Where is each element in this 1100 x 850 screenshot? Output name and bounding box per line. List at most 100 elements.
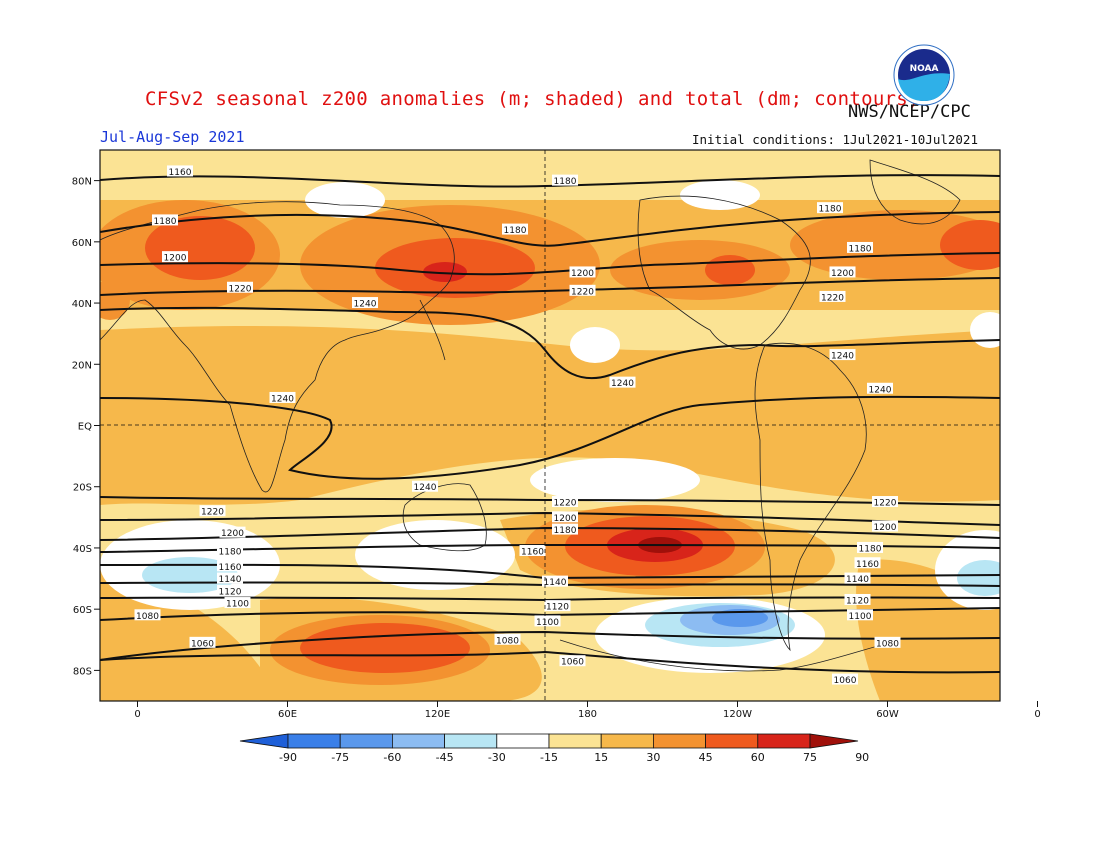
contour-label: 1180	[552, 174, 578, 187]
contour-label: 1180	[217, 545, 243, 558]
contour-label: 1180	[152, 214, 178, 227]
svg-text:1140: 1140	[846, 575, 869, 585]
svg-text:1180: 1180	[154, 217, 177, 227]
lon-tick-label: 180	[578, 709, 597, 720]
lat-tick-label: 60S	[73, 605, 92, 616]
svg-text:1180: 1180	[554, 526, 577, 536]
colorbar: -90 -75 -60 -45 -30 -15 15 30 45 60 75 90	[239, 733, 869, 764]
lat-tick-label: 40S	[73, 544, 92, 555]
colorbar-label: 75	[803, 751, 817, 764]
svg-text:1200: 1200	[554, 514, 577, 524]
contour-label: 1180	[817, 202, 843, 215]
colorbar-swatch	[600, 733, 654, 749]
latitude-axis: 80N 60N 40N 20N EQ 20S 40S 60S 80S	[72, 177, 100, 677]
contour-label: 1160	[217, 560, 243, 573]
svg-text:1220: 1220	[821, 293, 844, 303]
svg-text:1080: 1080	[496, 636, 519, 646]
svg-text:1220: 1220	[201, 508, 224, 518]
contour-label: 1240	[867, 382, 893, 395]
lat-tick-label: 80S	[73, 666, 92, 677]
contour-label: 1160	[167, 165, 193, 178]
contour-label: 1220	[569, 284, 596, 297]
svg-text:1220: 1220	[571, 287, 594, 297]
svg-text:1200: 1200	[571, 269, 594, 279]
svg-text:1160: 1160	[219, 563, 242, 573]
svg-text:1160: 1160	[169, 168, 192, 178]
colorbar-swatch	[705, 733, 759, 749]
contour-label: 1060	[832, 673, 858, 686]
svg-text:1200: 1200	[221, 529, 244, 539]
contour-label: 1080	[494, 633, 521, 646]
svg-text:1220: 1220	[229, 284, 252, 294]
svg-text:1240: 1240	[271, 394, 294, 404]
organization-label: NWS/NCEP/CPC	[848, 102, 971, 122]
contour-label: 1180	[552, 523, 578, 536]
initial-conditions: Initial conditions: 1Jul2021-10Jul2021	[692, 132, 978, 147]
contour-label: 1140	[542, 575, 568, 588]
colorbar-label: -15	[540, 751, 558, 764]
svg-text:1100: 1100	[226, 600, 249, 610]
colorbar-label: -75	[331, 751, 349, 764]
contour-label: 1160	[854, 557, 881, 570]
svg-text:1060: 1060	[191, 639, 214, 649]
svg-text:1100: 1100	[849, 612, 872, 622]
lat-tick-label: 20S	[73, 483, 92, 494]
colorbar-label: -90	[279, 751, 297, 764]
colorbar-swatch	[548, 733, 602, 749]
svg-text:1220: 1220	[554, 499, 577, 509]
svg-text:1240: 1240	[354, 300, 377, 310]
svg-text:1120: 1120	[546, 603, 569, 613]
svg-text:1060: 1060	[834, 676, 857, 686]
svg-text:1240: 1240	[611, 379, 634, 389]
svg-text:1180: 1180	[819, 205, 842, 215]
colorbar-label: 90	[855, 751, 869, 764]
colorbar-label: 15	[594, 751, 608, 764]
svg-text:1140: 1140	[219, 575, 242, 585]
contour-label: 1080	[874, 636, 901, 649]
svg-text:1060: 1060	[561, 658, 584, 668]
svg-text:1200: 1200	[164, 254, 187, 264]
lat-tick-label: 60N	[72, 238, 92, 249]
contour-label: 1180	[502, 223, 528, 236]
contour-labels: 1160 1180 1180 1180 1180 1180 1200 1200 1200 1220…	[134, 165, 901, 686]
forecast-period: Jul-Aug-Sep 2021	[100, 128, 245, 146]
contour-label: 1180	[857, 541, 883, 554]
colorbar-label: -60	[383, 751, 401, 764]
colorbar-label: 30	[646, 751, 660, 764]
colorbar-label: -30	[488, 751, 506, 764]
anomaly-shading-60-75	[145, 216, 1000, 673]
colorbar-swatch	[444, 733, 498, 749]
svg-text:1240: 1240	[414, 483, 437, 493]
noaa-logo-text: NOAA	[910, 64, 939, 74]
noaa-logo-icon: NOAA	[893, 44, 955, 106]
contour-label: 1140	[217, 572, 243, 585]
svg-text:1180: 1180	[554, 177, 577, 187]
lon-tick-label: 0	[1034, 709, 1040, 720]
svg-text:1080: 1080	[876, 639, 899, 649]
colorbar-label: -45	[436, 751, 454, 764]
svg-text:1160: 1160	[521, 548, 544, 558]
contour-label: 1220	[872, 496, 898, 509]
svg-text:1120: 1120	[846, 596, 869, 606]
contour-label: 1240	[269, 391, 296, 404]
chart-title: CFSv2 seasonal z200 anomalies (m; shaded…	[145, 88, 920, 110]
svg-text:1100: 1100	[536, 618, 559, 628]
lat-tick-label: 40N	[72, 299, 92, 310]
colorbar-swatch	[653, 733, 707, 749]
svg-text:1240: 1240	[831, 352, 854, 362]
lat-tick-label: 20N	[72, 360, 92, 371]
lon-tick-label: 60W	[876, 709, 899, 720]
svg-text:1220: 1220	[874, 499, 897, 509]
colorbar-swatch	[496, 733, 550, 749]
lon-tick-label: 120E	[425, 709, 450, 720]
contour-label: 1200	[219, 526, 246, 539]
svg-text:1160: 1160	[856, 560, 879, 570]
svg-text:1180: 1180	[849, 244, 872, 254]
svg-text:1200: 1200	[874, 523, 897, 533]
longitude-axis: 0 60E 120E 180 120W 60W 0	[134, 701, 1041, 720]
svg-text:1140: 1140	[544, 578, 567, 588]
contour-label: 1180	[847, 241, 873, 254]
contour-label: 1080	[134, 609, 161, 622]
contour-label: 1200	[162, 251, 188, 264]
